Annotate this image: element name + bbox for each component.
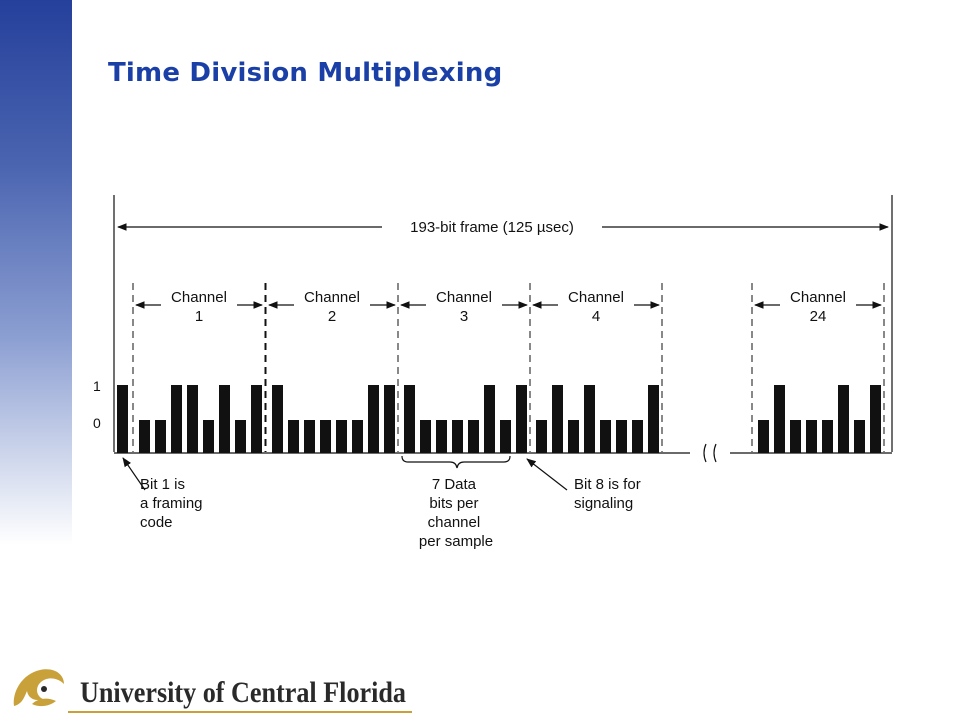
bit-bar bbox=[790, 420, 801, 453]
pegasus-emblem bbox=[13, 669, 64, 707]
channels-layer: Channel 1 Channel 2 Channel 3 Channel 4 Channel 2… bbox=[132, 283, 885, 453]
framing-bit-bar bbox=[117, 385, 128, 453]
bit-bar bbox=[384, 385, 395, 453]
bit-bar bbox=[404, 385, 415, 453]
bit-bar bbox=[854, 420, 865, 453]
bit-bar bbox=[536, 420, 547, 453]
bit-bar bbox=[870, 385, 881, 453]
bit-bar bbox=[171, 385, 182, 453]
bit-bar bbox=[584, 385, 595, 453]
bit-bar bbox=[468, 420, 479, 453]
level-high-label: 1 bbox=[93, 378, 101, 394]
bit-bar bbox=[288, 420, 299, 453]
channel-title: Channel bbox=[304, 289, 360, 306]
bit-bar bbox=[320, 420, 331, 453]
bit-bar bbox=[516, 385, 527, 453]
bit-bar bbox=[420, 420, 431, 453]
bit-bar bbox=[139, 420, 150, 453]
university-name: University of Central Florida bbox=[80, 676, 406, 709]
bit-bar bbox=[203, 420, 214, 453]
bit-bar bbox=[436, 420, 447, 453]
bit-bar bbox=[616, 420, 627, 453]
bit-bar bbox=[452, 420, 463, 453]
bit-bar bbox=[155, 420, 166, 453]
signaling-bit-pointer bbox=[526, 458, 568, 491]
bit-bar bbox=[484, 385, 495, 453]
channel-title: Channel bbox=[790, 289, 846, 306]
bit-bar bbox=[758, 420, 769, 453]
bit-bar bbox=[806, 420, 817, 453]
bit-bar bbox=[352, 420, 363, 453]
data-bits-brace bbox=[401, 455, 511, 469]
bit-bar bbox=[187, 385, 198, 453]
channel-title: Channel bbox=[568, 289, 624, 306]
bit-bar bbox=[219, 385, 230, 453]
channel-title: Channel bbox=[436, 289, 492, 306]
bit-bar bbox=[500, 420, 511, 453]
bit-bar bbox=[774, 385, 785, 453]
bit-bar bbox=[838, 385, 849, 453]
bit-bar bbox=[235, 420, 246, 453]
decorative-side-band bbox=[0, 0, 72, 545]
data-bits-annotation: 7 Data bits per channel per sample bbox=[419, 476, 493, 550]
channel-number: 4 bbox=[592, 308, 600, 325]
frame-label: 193-bit frame (125 µsec) bbox=[410, 219, 574, 236]
bit-bar bbox=[368, 385, 379, 453]
bit-bar bbox=[648, 385, 659, 453]
channel-title: Channel bbox=[171, 289, 227, 306]
bit-bar bbox=[552, 385, 563, 453]
bit-bar bbox=[304, 420, 315, 453]
slide-title: Time Division Multiplexing bbox=[108, 58, 503, 88]
channel-number: 2 bbox=[328, 308, 336, 325]
bit-bar bbox=[632, 420, 643, 453]
bit-bar bbox=[822, 420, 833, 453]
bit-bar bbox=[251, 385, 262, 453]
framing-bit-pointer bbox=[122, 457, 146, 491]
break-mark bbox=[703, 443, 717, 463]
bit-bar bbox=[600, 420, 611, 453]
bit-bar bbox=[272, 385, 283, 453]
bit-bar bbox=[568, 420, 579, 453]
university-logo: University of Central Florida bbox=[13, 669, 412, 713]
channel-number: 1 bbox=[195, 308, 203, 325]
framing-annotation: Bit 1 is a framing code bbox=[140, 476, 207, 531]
signaling-annotation: Bit 8 is for signaling bbox=[574, 476, 645, 512]
channel-number: 24 bbox=[810, 308, 827, 325]
channel-number: 3 bbox=[460, 308, 468, 325]
bit-bar bbox=[336, 420, 347, 453]
level-low-label: 0 bbox=[93, 415, 101, 431]
